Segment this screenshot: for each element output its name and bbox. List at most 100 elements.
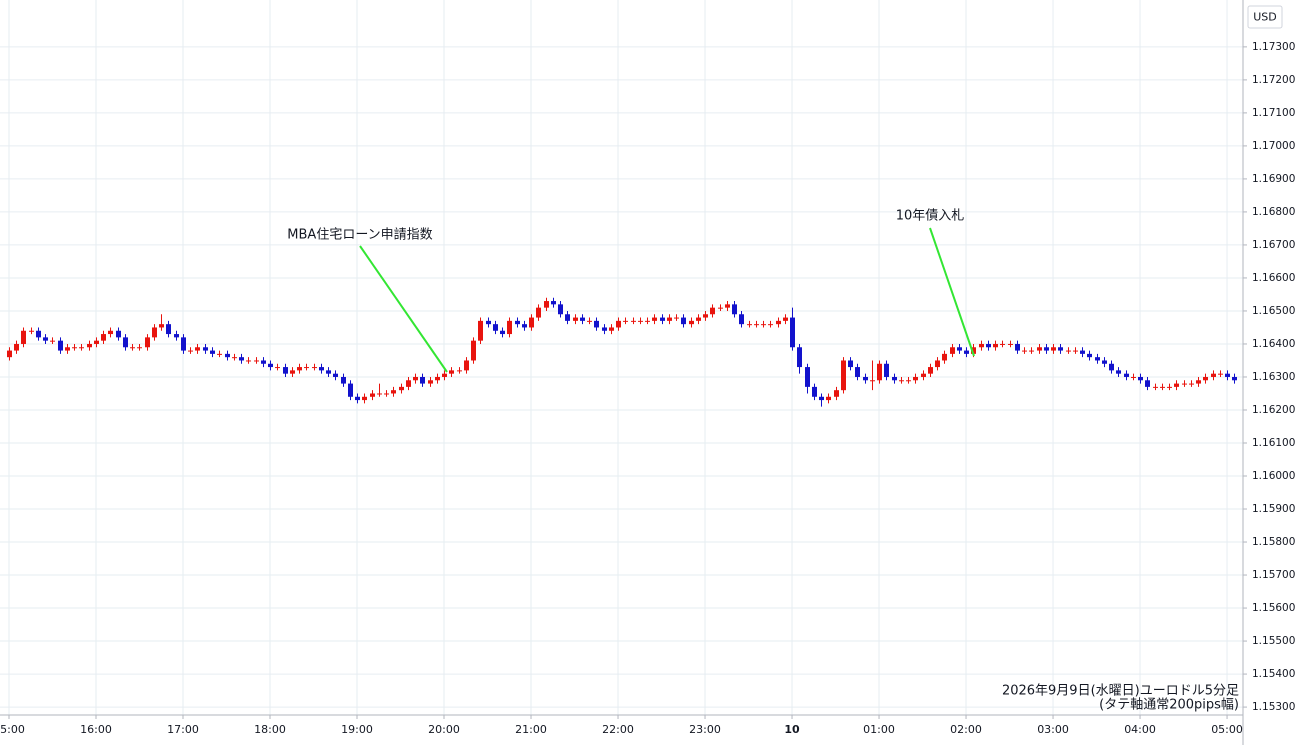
candle-body xyxy=(667,317,672,321)
candle-body xyxy=(65,347,70,351)
candle-body xyxy=(645,320,650,322)
candle-body xyxy=(652,317,657,321)
x-tick-label: 19:00 xyxy=(341,723,373,736)
candle-body xyxy=(181,337,186,351)
candle-body xyxy=(478,320,483,341)
candle-body xyxy=(855,367,860,377)
candle-body xyxy=(391,390,396,394)
x-tick-label: 17:00 xyxy=(167,723,199,736)
candle-body xyxy=(1211,373,1216,377)
candle-body xyxy=(950,347,955,354)
candle-body xyxy=(116,330,121,338)
candle-body xyxy=(1116,370,1121,374)
candle-body xyxy=(1160,386,1165,388)
candle-body xyxy=(1138,376,1143,381)
candle-body xyxy=(819,396,824,401)
candle-body xyxy=(1000,343,1005,345)
candle-body xyxy=(1218,373,1223,375)
candle-body xyxy=(14,343,19,351)
candle-body xyxy=(500,330,505,335)
y-tick-label: 1.16700 xyxy=(1252,239,1295,251)
y-tick-label: 1.17300 xyxy=(1252,41,1295,53)
candle-body xyxy=(957,347,962,351)
candle-body xyxy=(899,380,904,382)
candle-body xyxy=(1066,350,1071,352)
candle-body xyxy=(464,360,469,371)
candle-body xyxy=(609,327,614,331)
candle-body xyxy=(50,340,55,342)
candle-body xyxy=(551,301,556,305)
y-tick-label: 1.16900 xyxy=(1252,173,1295,185)
candle-body xyxy=(660,317,665,321)
candle-body xyxy=(732,304,737,315)
candle-body xyxy=(1124,373,1129,377)
candle-body xyxy=(210,350,215,354)
candle-body xyxy=(152,327,157,338)
y-axis-label: USD xyxy=(1253,11,1277,24)
candle-body xyxy=(805,367,810,387)
candle-body xyxy=(1058,347,1063,351)
y-tick-label: 1.17000 xyxy=(1252,140,1295,152)
candle-body xyxy=(137,347,142,349)
candle-body xyxy=(979,343,984,348)
candle-body xyxy=(239,357,244,361)
candle-body xyxy=(304,367,309,369)
candle-body xyxy=(1203,376,1208,381)
candle-body xyxy=(1153,386,1158,388)
candle-body xyxy=(341,376,346,384)
candle-body xyxy=(1174,383,1179,387)
candle-body xyxy=(261,360,266,364)
x-tick-label: 20:00 xyxy=(428,723,460,736)
candle-body xyxy=(471,340,476,361)
candle-body xyxy=(674,317,679,319)
candle-body xyxy=(544,301,549,308)
y-tick-label: 1.16400 xyxy=(1252,338,1295,350)
candle-body xyxy=(558,304,563,315)
candle-body xyxy=(1029,350,1034,352)
candle-body xyxy=(94,340,99,344)
candle-body xyxy=(203,347,208,351)
candle-body xyxy=(623,320,628,322)
x-tick-label: 10 xyxy=(784,723,800,736)
candle-body xyxy=(993,343,998,348)
x-axis: 15:00 16:00 17:00 18:00 19:00 20:00 21:00 22:00… xyxy=(0,715,1243,736)
candle-body xyxy=(442,373,447,377)
candle-body xyxy=(297,367,302,371)
footnote: (タテ軸通常200pips幅) xyxy=(1099,698,1239,713)
candle-body xyxy=(834,390,839,397)
candle-body xyxy=(428,380,433,384)
y-tick-label: 1.15500 xyxy=(1252,635,1295,647)
candles xyxy=(7,297,1237,407)
candle-body xyxy=(188,350,193,352)
candle-body xyxy=(841,360,846,391)
candle-body xyxy=(776,320,781,325)
candle-body xyxy=(123,337,128,348)
candle-body xyxy=(1044,347,1049,351)
candle-body xyxy=(312,367,317,369)
candle-body xyxy=(108,330,113,335)
candle-body xyxy=(370,393,375,397)
candle-body xyxy=(399,386,404,391)
candle-body xyxy=(913,376,918,381)
candle-body xyxy=(681,317,686,325)
candle-body xyxy=(1015,343,1020,351)
candle-body xyxy=(1051,347,1056,351)
candle-body xyxy=(348,383,353,397)
x-tick-label: 16:00 xyxy=(80,723,112,736)
candle-body xyxy=(703,314,708,318)
candle-body xyxy=(384,393,389,395)
candle-body xyxy=(449,370,454,374)
candle-body xyxy=(573,317,578,321)
candle-body xyxy=(892,376,897,381)
candle-body xyxy=(594,320,599,328)
y-tick-label: 1.16200 xyxy=(1252,404,1295,416)
candle-body xyxy=(268,363,273,368)
currency-box xyxy=(1247,5,1283,29)
candle-body xyxy=(58,340,63,351)
candle-body xyxy=(275,367,280,369)
candle-body xyxy=(565,314,570,321)
candle-body xyxy=(1131,376,1136,378)
candle-body xyxy=(877,363,882,381)
candle-body xyxy=(87,343,92,348)
candle-body xyxy=(580,317,585,321)
